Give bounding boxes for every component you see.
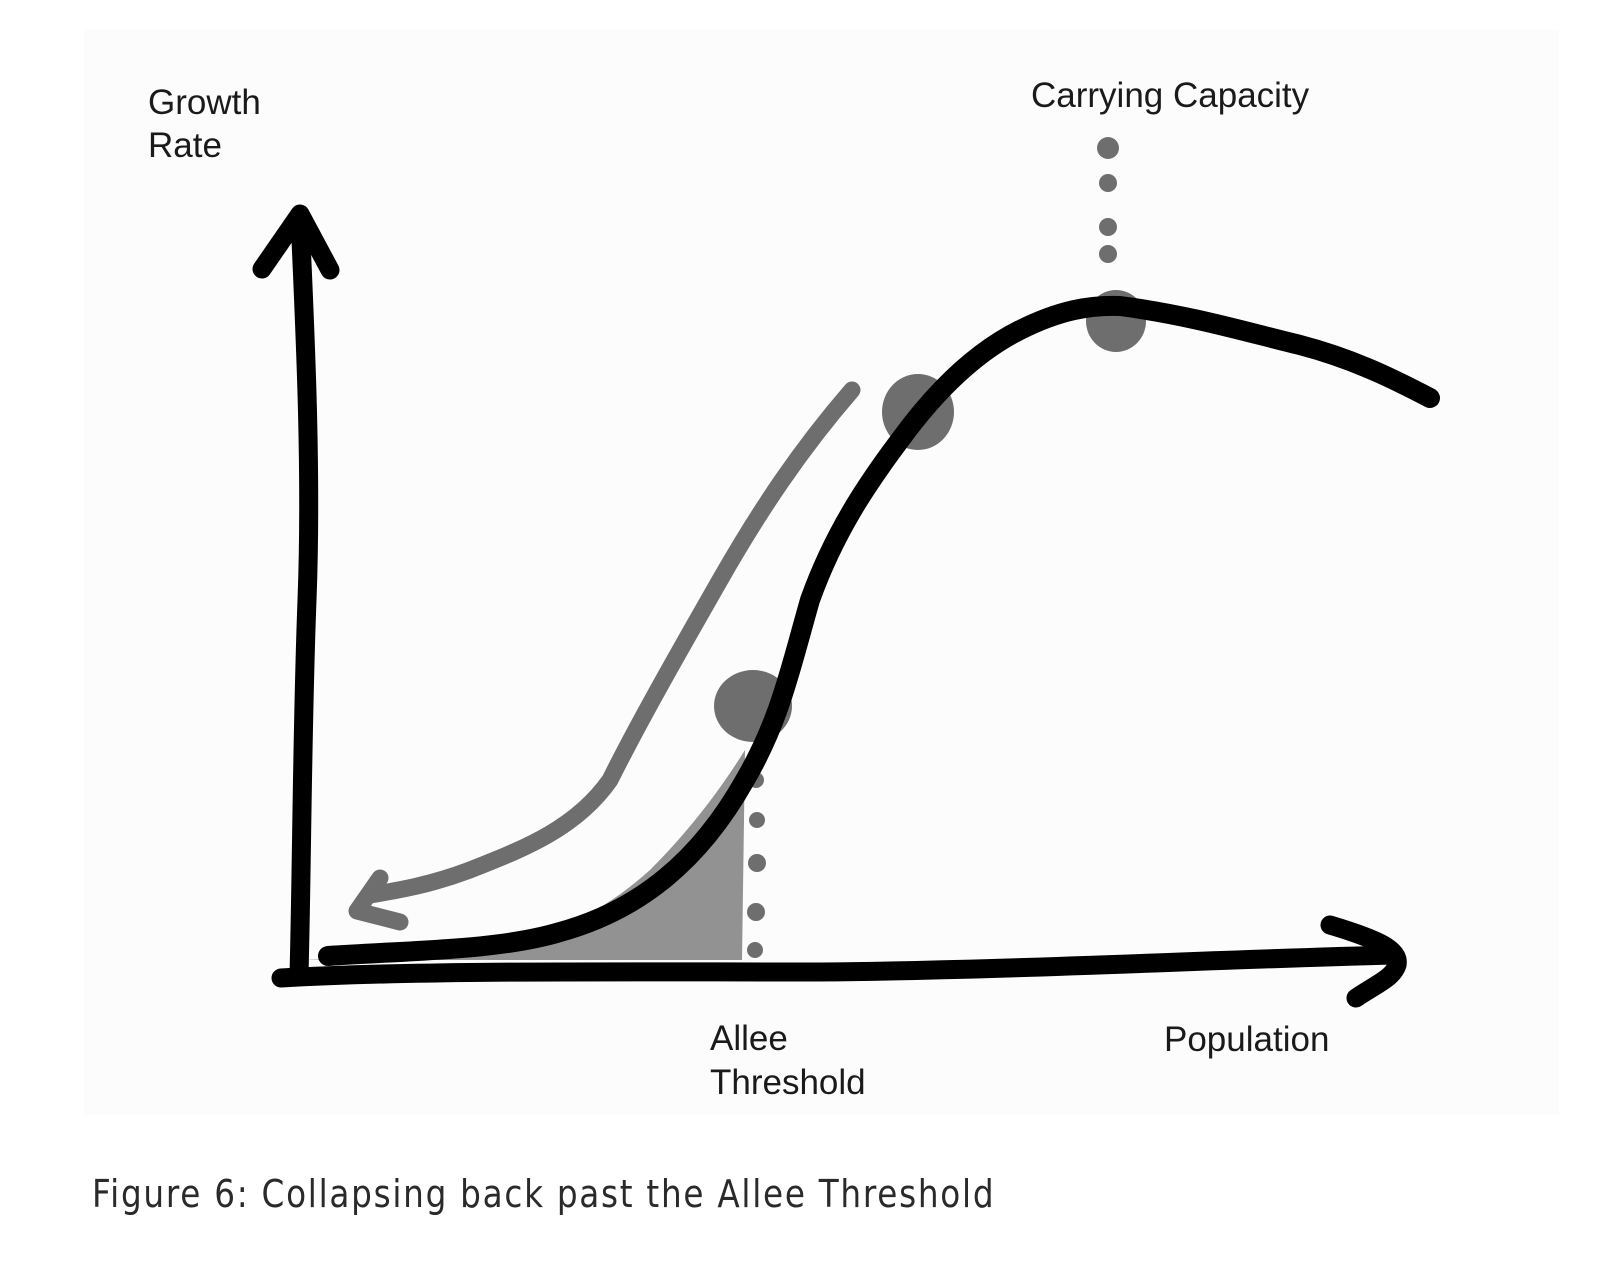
allee-threshold-label-line1: Allee bbox=[710, 1019, 788, 1058]
figure-caption: Figure 6: Collapsing back past the Allee… bbox=[92, 1172, 996, 1216]
x-axis bbox=[271, 945, 1402, 988]
collapse-arrow bbox=[361, 381, 861, 904]
y-axis-label-line1: Growth bbox=[148, 83, 261, 122]
allee-threshold-label-line2: Threshold bbox=[710, 1063, 866, 1102]
y-axis-arrowhead bbox=[252, 204, 340, 280]
x-axis-arrowhead bbox=[1320, 915, 1407, 1008]
growth-curve bbox=[318, 295, 1440, 966]
allee-threshold-dotted-line bbox=[747, 772, 766, 958]
x-axis-label: Population bbox=[1164, 1020, 1329, 1059]
carrying-capacity-dotted-line bbox=[1097, 137, 1119, 263]
collapse-arrow-head bbox=[348, 869, 409, 931]
y-axis-label-line2: Rate bbox=[148, 126, 222, 165]
carrying-capacity-label: Carrying Capacity bbox=[1031, 76, 1310, 115]
y-axis bbox=[289, 208, 319, 985]
